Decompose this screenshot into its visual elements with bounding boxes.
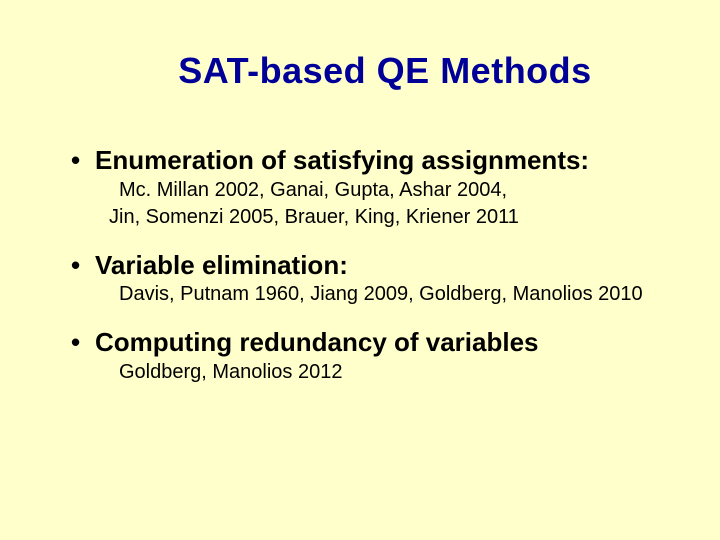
bullet-heading-3: •Computing redundancy of variables — [71, 326, 665, 359]
bullet-marker-icon: • — [71, 326, 95, 359]
bullet-heading-text-3: Computing redundancy of variables — [95, 327, 539, 357]
bullet-group-3: •Computing redundancy of variables Goldb… — [55, 326, 665, 386]
bullet-marker-icon: • — [71, 144, 95, 177]
bullet-1-line-1: Mc. Millan 2002, Ganai, Gupta, Ashar 200… — [119, 177, 665, 204]
bullet-heading-2: •Variable elimination: — [71, 249, 665, 282]
bullet-heading-text-1: Enumeration of satisfying assignments: — [95, 145, 589, 175]
bullet-heading-text-2: Variable elimination: — [95, 250, 348, 280]
bullet-marker-icon: • — [71, 249, 95, 282]
slide-title: SAT-based QE Methods — [105, 50, 665, 92]
bullet-2-line-1: Davis, Putnam 1960, Jiang 2009, Goldberg… — [119, 281, 665, 308]
bullet-1-line-2: Jin, Somenzi 2005, Brauer, King, Kriener… — [109, 204, 665, 231]
slide-container: SAT-based QE Methods •Enumeration of sat… — [0, 0, 720, 540]
bullet-3-line-1: Goldberg, Manolios 2012 — [119, 359, 665, 386]
bullet-heading-1: •Enumeration of satisfying assignments: — [71, 144, 665, 177]
bullet-group-2: •Variable elimination: Davis, Putnam 196… — [55, 249, 665, 309]
bullet-group-1: •Enumeration of satisfying assignments: … — [55, 144, 665, 231]
